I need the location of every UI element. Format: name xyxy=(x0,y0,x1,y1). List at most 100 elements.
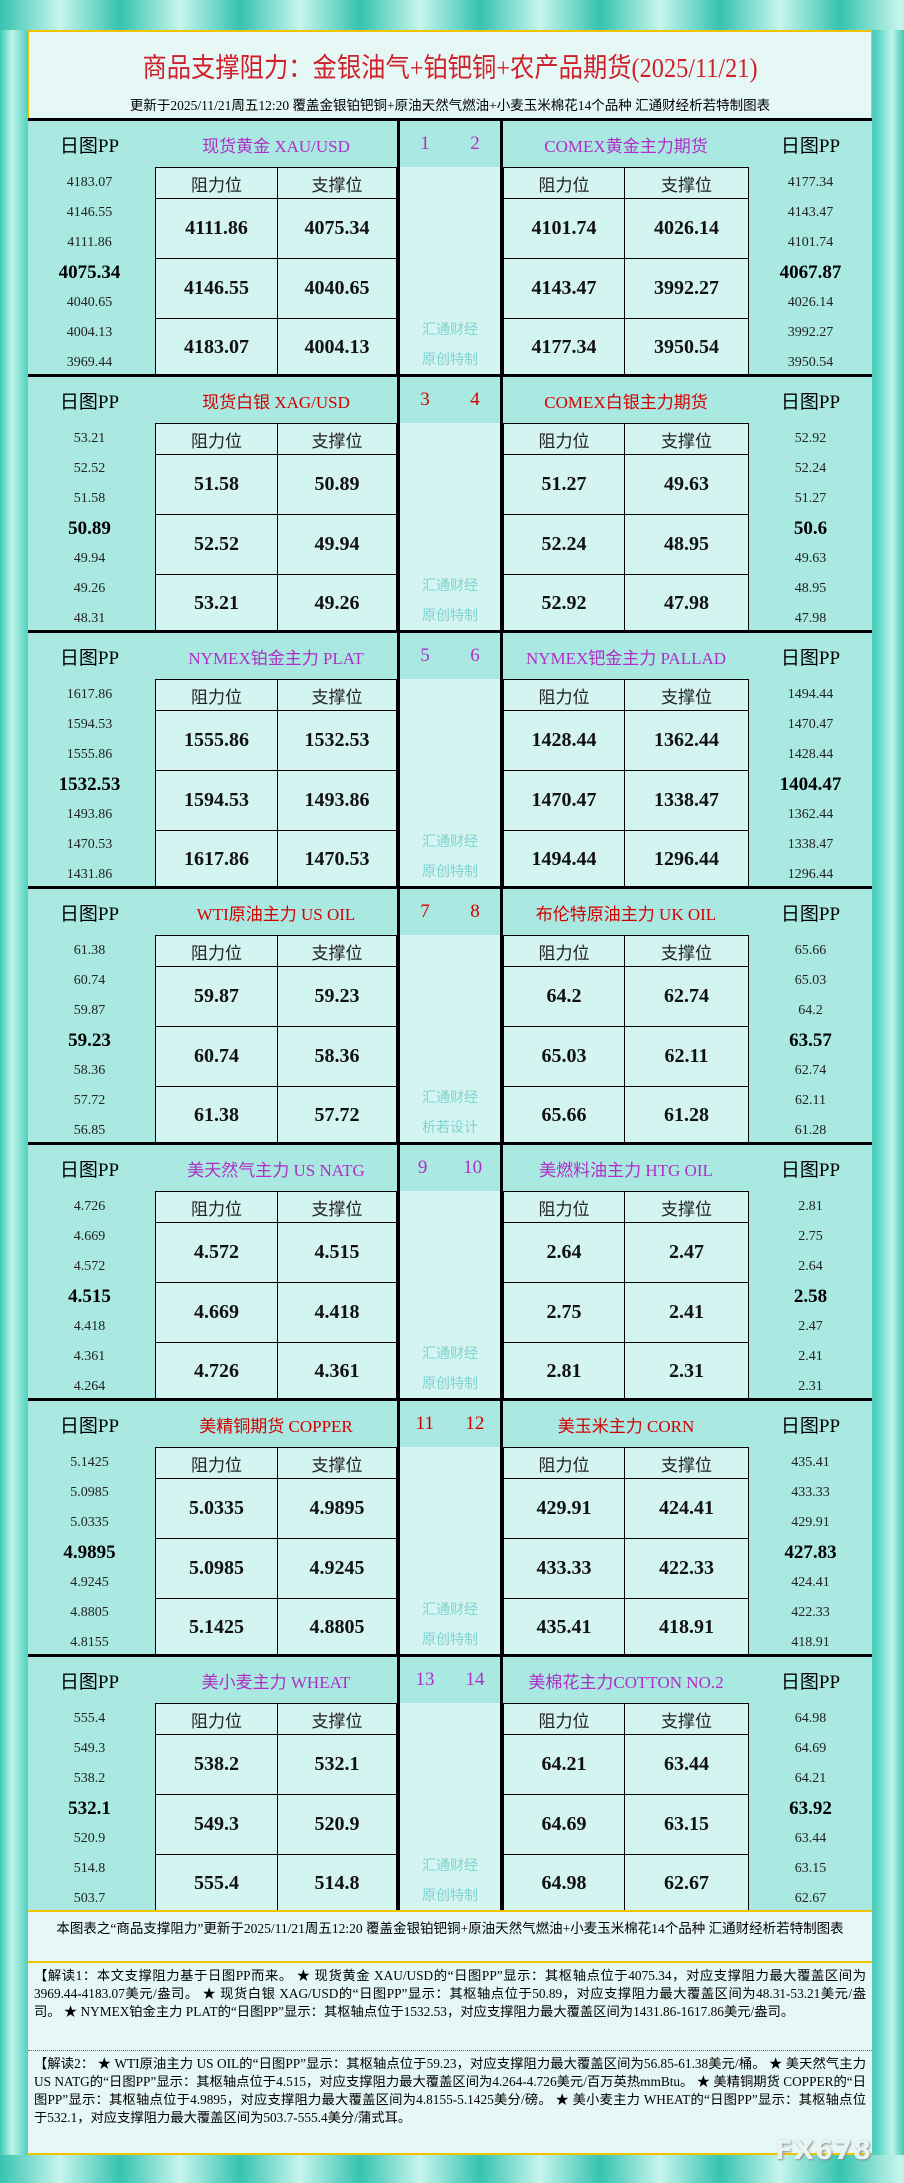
resistance-header: 阻力位 xyxy=(155,423,278,455)
resistance-value: 64.69 xyxy=(503,1794,625,1855)
resistance-value: 435.41 xyxy=(503,1598,625,1656)
pivot-point: 63.92 xyxy=(789,1798,832,1819)
resistance-header: 阻力位 xyxy=(503,167,625,199)
pp-level: 433.33 xyxy=(791,1485,830,1500)
pp-header: 日图PP xyxy=(780,391,841,413)
pp-level: 1296.44 xyxy=(787,867,834,882)
pp-level: 4026.14 xyxy=(787,295,834,310)
pp-level: 65.66 xyxy=(794,943,827,958)
support-value: 1338.47 xyxy=(624,770,749,831)
support-value: 4004.13 xyxy=(277,318,397,376)
resistance-header: 阻力位 xyxy=(155,1447,278,1479)
pp-level: 1493.86 xyxy=(66,807,113,822)
support-value: 1470.53 xyxy=(277,830,397,888)
pp-level: 51.27 xyxy=(794,491,827,506)
pivot-point: 4075.34 xyxy=(58,262,121,283)
support-value: 57.72 xyxy=(277,1086,397,1144)
resistance-value: 65.66 xyxy=(503,1086,625,1144)
pp-level: 4.726 xyxy=(73,1199,106,1214)
support-value: 2.41 xyxy=(624,1282,749,1343)
watermark: 汇通财经 xyxy=(422,1091,478,1106)
pp-header: 日图PP xyxy=(780,903,841,925)
pp-header: 日图PP xyxy=(59,1159,120,1181)
pp-level: 59.87 xyxy=(73,1003,106,1018)
support-header: 支撑位 xyxy=(624,1447,749,1479)
resistance-header: 阻力位 xyxy=(503,423,625,455)
pivot-point: 50.89 xyxy=(68,518,111,539)
support-header: 支撑位 xyxy=(277,935,397,967)
item-number: 14 xyxy=(465,1669,485,1690)
pp-level: 4.8805 xyxy=(70,1605,109,1620)
support-value: 3992.27 xyxy=(624,258,749,319)
pp-level: 4.669 xyxy=(73,1229,106,1244)
pp-level: 4.8155 xyxy=(70,1635,109,1650)
pp-level: 53.21 xyxy=(73,431,106,446)
support-value: 49.26 xyxy=(277,574,397,632)
pp-level: 63.44 xyxy=(794,1831,827,1846)
pp-header: 日图PP xyxy=(59,903,120,925)
resistance-value: 65.03 xyxy=(503,1026,625,1087)
pp-level: 4.9245 xyxy=(70,1575,109,1590)
middle-column: 5 6 汇通财经 原创特制 xyxy=(397,633,503,886)
support-value: 1493.86 xyxy=(277,770,397,831)
pp-level: 418.91 xyxy=(791,1635,830,1650)
support-value: 2.31 xyxy=(624,1342,749,1400)
pivot-point: 4067.87 xyxy=(779,262,842,283)
resistance-value: 1617.86 xyxy=(155,830,278,888)
support-header: 支撑位 xyxy=(624,423,749,455)
support-value: 50.89 xyxy=(277,454,397,515)
resistance-value: 52.92 xyxy=(503,574,625,632)
resistance-value: 51.27 xyxy=(503,454,625,515)
resistance-header: 阻力位 xyxy=(155,167,278,199)
middle-column: 9 10 汇通财经 原创特制 xyxy=(397,1145,503,1398)
pp-level: 58.36 xyxy=(73,1063,106,1078)
watermark: 原创特制 xyxy=(422,353,478,368)
commodity-name: 布伦特原油主力 UK OIL xyxy=(535,904,717,924)
resistance-value: 549.3 xyxy=(155,1794,278,1855)
pp-level: 49.63 xyxy=(794,551,827,566)
resistance-value: 1428.44 xyxy=(503,710,625,771)
pp-level: 62.11 xyxy=(795,1093,826,1108)
commodity-block: 日图PP 美天然气主力 US NATG 阻力位 支撑位 4.572 4.515 4.669 4… xyxy=(28,1142,872,1400)
watermark: 汇通财经 xyxy=(422,835,478,850)
pp-level: 48.31 xyxy=(73,611,106,626)
pp-level: 549.3 xyxy=(73,1741,106,1756)
pivot-point: 50.6 xyxy=(793,518,828,539)
pivot-point: 2.58 xyxy=(793,1286,828,1307)
pp-level: 429.91 xyxy=(791,1515,830,1530)
resistance-value: 60.74 xyxy=(155,1026,278,1087)
pp-level: 4.572 xyxy=(73,1259,106,1274)
pp-level: 1594.53 xyxy=(66,717,113,732)
support-header: 支撑位 xyxy=(277,167,397,199)
resistance-value: 1555.86 xyxy=(155,710,278,771)
middle-column: 13 14 汇通财经 原创特制 xyxy=(397,1657,503,1910)
pp-header: 日图PP xyxy=(59,1415,120,1437)
commodity-table: 日图PP 现货黄金 XAU/USD 阻力位 支撑位 4111.86 4075.34 4146… xyxy=(28,118,872,1912)
pivot-point: 4.515 xyxy=(68,1286,111,1307)
commodity-name: 现货白银 XAG/USD xyxy=(202,392,350,412)
resistance-value: 1470.47 xyxy=(503,770,625,831)
support-value: 4.9895 xyxy=(277,1478,397,1539)
pp-level: 5.0985 xyxy=(70,1485,109,1500)
pp-level: 1362.44 xyxy=(787,807,834,822)
resistance-header: 阻力位 xyxy=(155,1703,278,1735)
pp-level: 1428.44 xyxy=(787,747,834,762)
resistance-header: 阻力位 xyxy=(503,1191,625,1223)
support-header: 支撑位 xyxy=(277,679,397,711)
resistance-value: 429.91 xyxy=(503,1478,625,1539)
support-value: 4040.65 xyxy=(277,258,397,319)
watermark: 析若设计 xyxy=(422,1121,478,1136)
item-number: 9 xyxy=(417,1157,428,1178)
pp-level: 422.33 xyxy=(791,1605,830,1620)
pp-header: 日图PP xyxy=(59,135,120,157)
support-value: 58.36 xyxy=(277,1026,397,1087)
support-header: 支撑位 xyxy=(277,1703,397,1735)
pivot-point: 1404.47 xyxy=(779,774,842,795)
interpretation-1: 【解读1：本文支撑阻力基于日图PP而来。 ★ 现货黄金 XAU/USD的“日图P… xyxy=(28,1963,872,2051)
resistance-value: 4146.55 xyxy=(155,258,278,319)
page-title: 商品支撑阻力：金银油气+铂钯铜+农产品期货(2025/11/21) xyxy=(142,53,758,83)
pp-level: 49.94 xyxy=(73,551,106,566)
watermark: 原创特制 xyxy=(422,1889,478,1904)
resistance-value: 538.2 xyxy=(155,1734,278,1795)
pp-level: 520.9 xyxy=(73,1831,106,1846)
